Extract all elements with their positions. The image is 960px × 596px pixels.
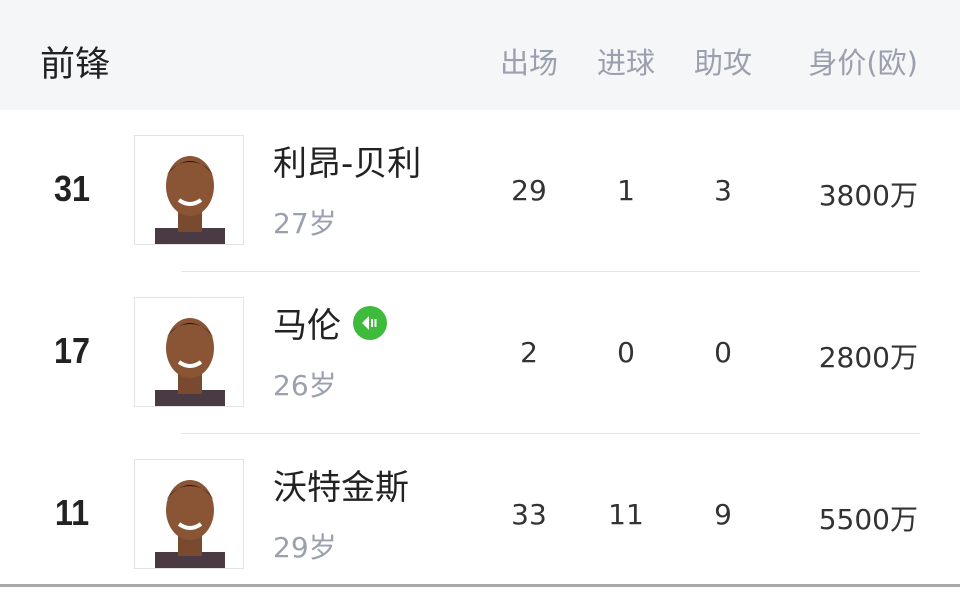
assists: 9 bbox=[714, 498, 732, 531]
player-age: 29岁 bbox=[273, 531, 337, 564]
player-photo bbox=[134, 135, 244, 245]
market-value: 5500万 bbox=[818, 503, 918, 536]
bottom-divider bbox=[0, 584, 960, 587]
assists: 0 bbox=[714, 336, 732, 369]
market-value: 3800万 bbox=[818, 179, 918, 212]
player-row[interactable]: 31 利昂-贝利 27岁 29 1 3 3800万 bbox=[0, 110, 960, 272]
player-row[interactable]: 17 马伦 26岁 2 0 0 2800万 bbox=[0, 272, 960, 434]
col-goals: 进球 bbox=[596, 46, 656, 80]
green-loan-in-icon bbox=[353, 305, 387, 340]
goals: 0 bbox=[617, 336, 635, 369]
player-age: 26岁 bbox=[273, 369, 337, 402]
player-photo bbox=[134, 459, 244, 569]
shirt-number: 17 bbox=[53, 330, 91, 371]
player-name[interactable]: 马伦 bbox=[273, 306, 341, 346]
appearances: 2 bbox=[520, 336, 538, 369]
col-assists: 助攻 bbox=[693, 46, 753, 80]
row-divider bbox=[181, 433, 920, 434]
player-photo bbox=[134, 297, 244, 407]
player-name[interactable]: 利昂-贝利 bbox=[273, 144, 422, 184]
goals: 11 bbox=[608, 498, 644, 531]
appearances: 29 bbox=[511, 174, 547, 207]
player-name-wrap: 沃特金斯 bbox=[273, 460, 409, 509]
section-title: 前锋 bbox=[40, 45, 111, 85]
section-header: 前锋 出场 进球 助攻 身价(欧) bbox=[0, 0, 960, 110]
appearances: 33 bbox=[511, 498, 547, 531]
player-age: 27岁 bbox=[273, 207, 337, 240]
row-divider bbox=[181, 271, 920, 272]
market-value: 2800万 bbox=[818, 341, 918, 374]
shirt-number: 11 bbox=[54, 492, 90, 533]
assists: 3 bbox=[714, 174, 732, 207]
player-name-wrap: 利昂-贝利 bbox=[273, 136, 421, 185]
shirt-number: 31 bbox=[53, 168, 91, 209]
goals: 1 bbox=[617, 174, 635, 207]
col-value: 身价(欧) bbox=[808, 46, 918, 80]
player-name[interactable]: 沃特金斯 bbox=[273, 468, 409, 508]
col-appearances: 出场 bbox=[499, 46, 559, 80]
player-name-wrap: 马伦 bbox=[273, 298, 387, 347]
player-row[interactable]: 11 沃特金斯 29岁 33 11 9 5500万 bbox=[0, 434, 960, 596]
